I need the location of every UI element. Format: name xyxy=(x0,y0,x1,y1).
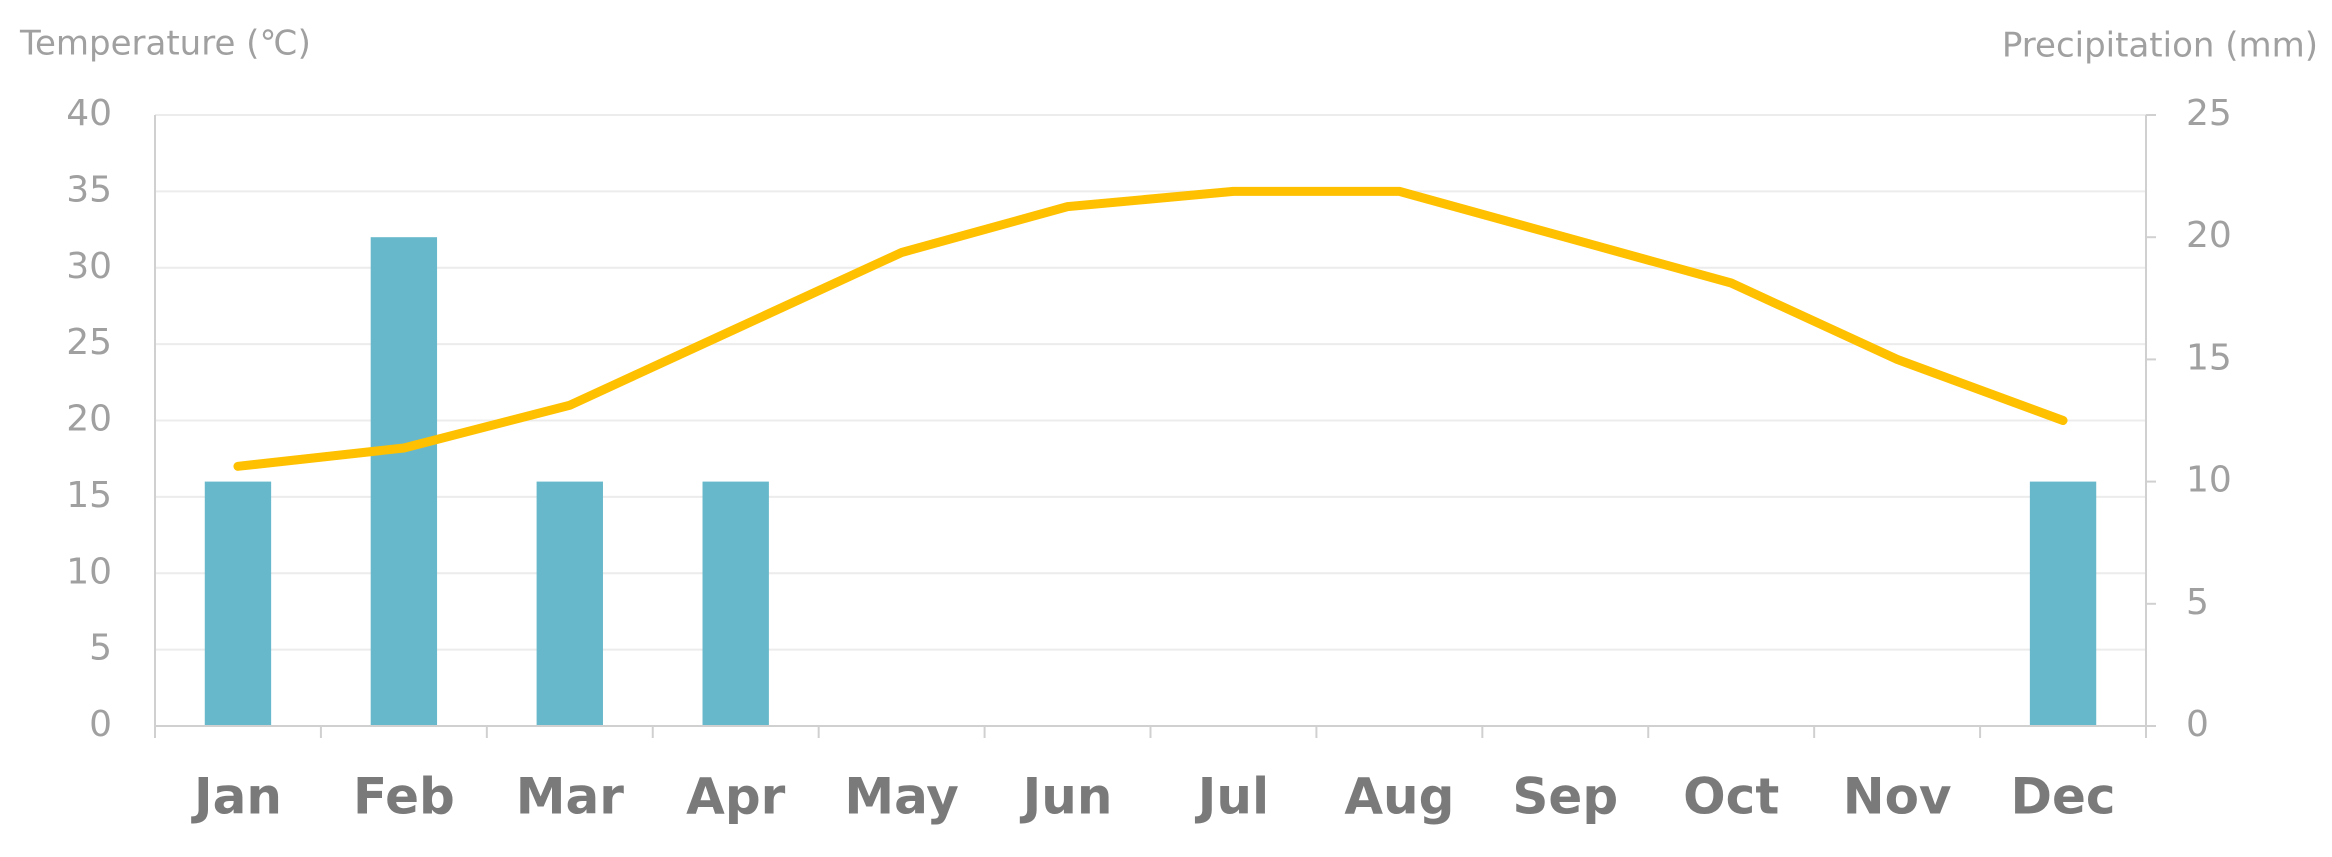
y2-tick-label: 15 xyxy=(2186,337,2232,378)
y2-tick-label: 10 xyxy=(2186,460,2232,501)
bar xyxy=(370,237,438,726)
y-tick-label: 30 xyxy=(66,246,112,287)
x-tick-label: Aug xyxy=(1344,768,1454,826)
y-tick-label: 0 xyxy=(89,704,112,745)
x-tick-label: Sep xyxy=(1512,768,1618,826)
y-tick-label: 35 xyxy=(66,169,112,210)
plot xyxy=(204,186,2097,726)
x-tick-label: Jun xyxy=(1020,768,1113,826)
bar xyxy=(2029,481,2097,726)
y-tick-label: 10 xyxy=(66,551,112,592)
y-tick-label: 20 xyxy=(66,399,112,440)
y-tick-label: 25 xyxy=(66,322,112,363)
y-axis-title: Temperature (℃) xyxy=(19,24,311,64)
bar xyxy=(536,481,603,726)
y2-tick-label: 20 xyxy=(2186,215,2232,256)
x-tick-label: Mar xyxy=(516,768,624,826)
grid xyxy=(155,114,2146,651)
y2-tick-label: 0 xyxy=(2186,704,2209,745)
x-tick-label: Oct xyxy=(1683,768,1779,826)
y-tick-label: 40 xyxy=(66,93,112,134)
x-tick-label: Apr xyxy=(686,768,785,826)
y-tick-label: 15 xyxy=(66,475,112,516)
x-tick-label: Feb xyxy=(353,768,455,826)
y2-tick-label: 5 xyxy=(2186,582,2209,623)
y2-axis-title: Precipitation (mm) xyxy=(2002,26,2318,66)
x-tick-label: Jan xyxy=(191,768,282,826)
x-tick-label: Dec xyxy=(2011,768,2116,826)
axes: 0 5 10 15 20 25 30 35 40 0 5 10 15 20 25 Jan Feb Mar Apr Ma… xyxy=(66,93,2232,826)
y-tick-label: 5 xyxy=(89,628,112,669)
y2-tick-label: 25 xyxy=(2186,93,2232,134)
x-tick-label: Jul xyxy=(1195,768,1269,826)
x-tick-label: May xyxy=(844,768,959,826)
line xyxy=(233,186,2068,471)
x-tick-label: Nov xyxy=(1843,768,1952,826)
bar xyxy=(702,481,769,726)
bar xyxy=(204,481,272,726)
